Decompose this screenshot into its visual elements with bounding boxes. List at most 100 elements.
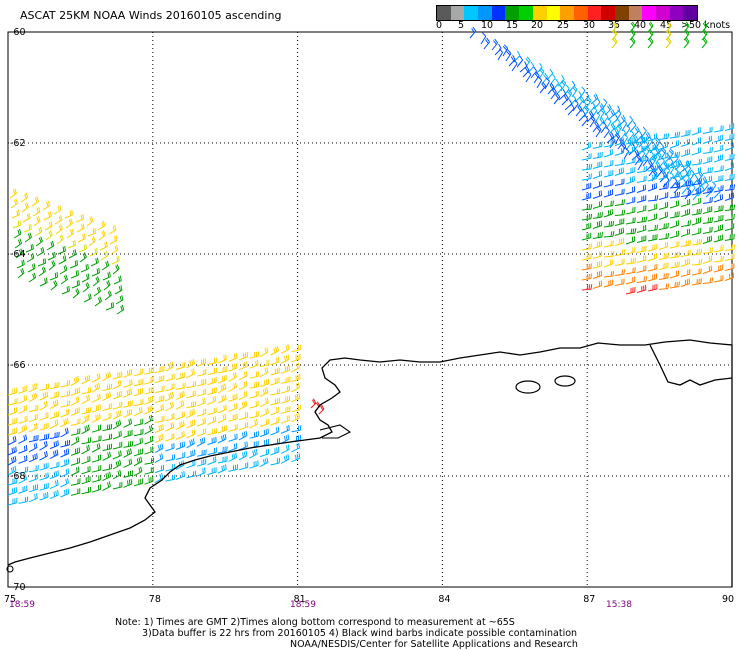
wind-barb [702,135,712,144]
wind-barb [713,245,724,253]
wind-barb [280,385,290,394]
wind-barb [603,200,614,208]
wind-barb [207,436,217,446]
wind-barb [658,252,669,260]
wind-barb [592,211,603,219]
wind-barb [39,422,49,431]
wind-barb [39,482,49,491]
wind-barb [154,443,164,454]
time-label-1: 18:59 [9,600,35,610]
wind-barb [144,476,154,485]
wind-barb [28,465,39,473]
colorbar-label: 40 [634,20,647,31]
wind-barb [39,440,48,451]
wind-barb [123,388,133,398]
colorbar-swatch [642,6,656,20]
map-frame [7,31,733,588]
wind-barb [7,417,18,426]
wind-barb [80,263,89,273]
wind-barb [614,249,626,256]
wind-barb [103,280,111,291]
wind-barb [217,374,227,384]
wind-barb [680,180,692,187]
wind-barb [39,492,49,501]
wind-barb [186,438,195,449]
wind-barb [614,137,624,146]
wind-barb [497,48,504,61]
wind-barb [713,275,724,283]
wind-barb [546,68,554,81]
longitude-label: 78 [149,594,161,605]
wind-barb [625,267,636,275]
wind-barb [291,442,301,453]
wind-barb [469,26,477,39]
wind-barb [228,452,238,462]
wind-barb [629,29,636,41]
wind-barb [196,408,207,417]
latitude-label: -64 [10,249,26,260]
wind-barb [270,397,280,406]
wind-barb [23,223,32,233]
wind-barb [207,395,217,406]
wind-barb [625,196,636,205]
wind-barb [249,360,259,369]
wind-barb [280,434,290,444]
wind-barb [680,138,691,147]
wind-barb [49,449,59,460]
wind-barb [592,180,602,189]
wind-barb [12,220,21,229]
colorbar-label: 10 [481,20,494,31]
wind-barb [658,201,669,210]
wind-barb [60,408,70,418]
wind-barb [724,123,735,131]
wind-barb [154,464,165,474]
wind-barb [575,104,583,117]
wind-barb [658,283,670,290]
wind-barb [238,390,248,401]
wind-barb [724,253,735,261]
wind-barb [318,404,325,415]
wind-barb [590,93,599,105]
wind-barb [7,497,18,506]
wind-barb [680,198,691,207]
colorbar-swatch [437,6,451,20]
wind-barb [50,280,58,291]
wind-barb [196,436,206,447]
wind-barb [102,423,113,432]
wind-barb [112,390,122,400]
wind-barb [702,167,713,174]
colorbar-label: 30 [583,20,596,31]
wind-barb [691,167,702,176]
wind-barb [538,67,545,80]
wind-barb [647,195,659,202]
wind-barb [291,393,301,403]
wind-barb [81,387,92,395]
wind-barb [144,376,154,385]
wind-barb [18,415,28,424]
wind-barb [56,234,64,245]
wind-barb [280,424,290,434]
wind-barb [691,158,703,166]
wind-barb [680,208,691,217]
wind-barb [175,420,185,430]
wind-barb [625,157,636,165]
colorbar-label: 25 [557,20,570,31]
wind-barb [91,474,102,483]
wind-barb [249,431,259,439]
wind-barb [102,481,111,492]
wind-barb [724,153,735,161]
wind-barb [603,189,614,198]
wind-barb [614,199,625,206]
wind-barb [165,422,175,432]
wind-barb [683,37,690,49]
footer-note-2: 3)Data buffer is 22 hrs from 20160105 4)… [142,628,578,639]
wind-barb [603,208,613,218]
wind-barb [680,220,691,227]
wind-barb [647,203,658,212]
wind-barb [217,366,228,374]
wind-barb [175,390,185,400]
wind-barb [647,37,654,49]
wind-barb [480,32,487,45]
wind-barb [683,21,690,33]
wind-barb [608,122,616,135]
